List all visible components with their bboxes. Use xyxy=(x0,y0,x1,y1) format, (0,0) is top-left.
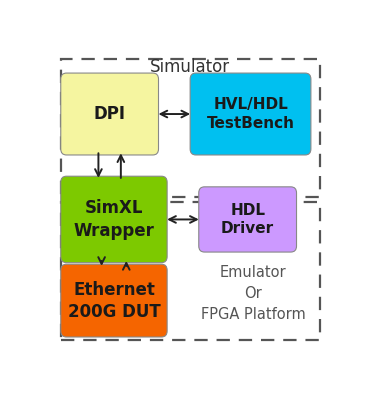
FancyBboxPatch shape xyxy=(199,187,296,252)
FancyBboxPatch shape xyxy=(61,73,158,155)
FancyBboxPatch shape xyxy=(61,264,167,337)
Text: Ethernet
200G DUT: Ethernet 200G DUT xyxy=(68,281,160,321)
Text: Emulator
Or
FPGA Platform: Emulator Or FPGA Platform xyxy=(201,264,306,322)
Text: HDL
Driver: HDL Driver xyxy=(221,203,274,236)
Text: Simulator: Simulator xyxy=(150,58,230,76)
Text: HVL/HDL
TestBench: HVL/HDL TestBench xyxy=(207,97,295,131)
Bar xyxy=(61,59,319,197)
FancyBboxPatch shape xyxy=(61,176,167,263)
FancyBboxPatch shape xyxy=(190,73,311,155)
Bar xyxy=(61,202,319,340)
Text: SimXL
Wrapper: SimXL Wrapper xyxy=(73,199,154,240)
Text: DPI: DPI xyxy=(93,105,126,123)
